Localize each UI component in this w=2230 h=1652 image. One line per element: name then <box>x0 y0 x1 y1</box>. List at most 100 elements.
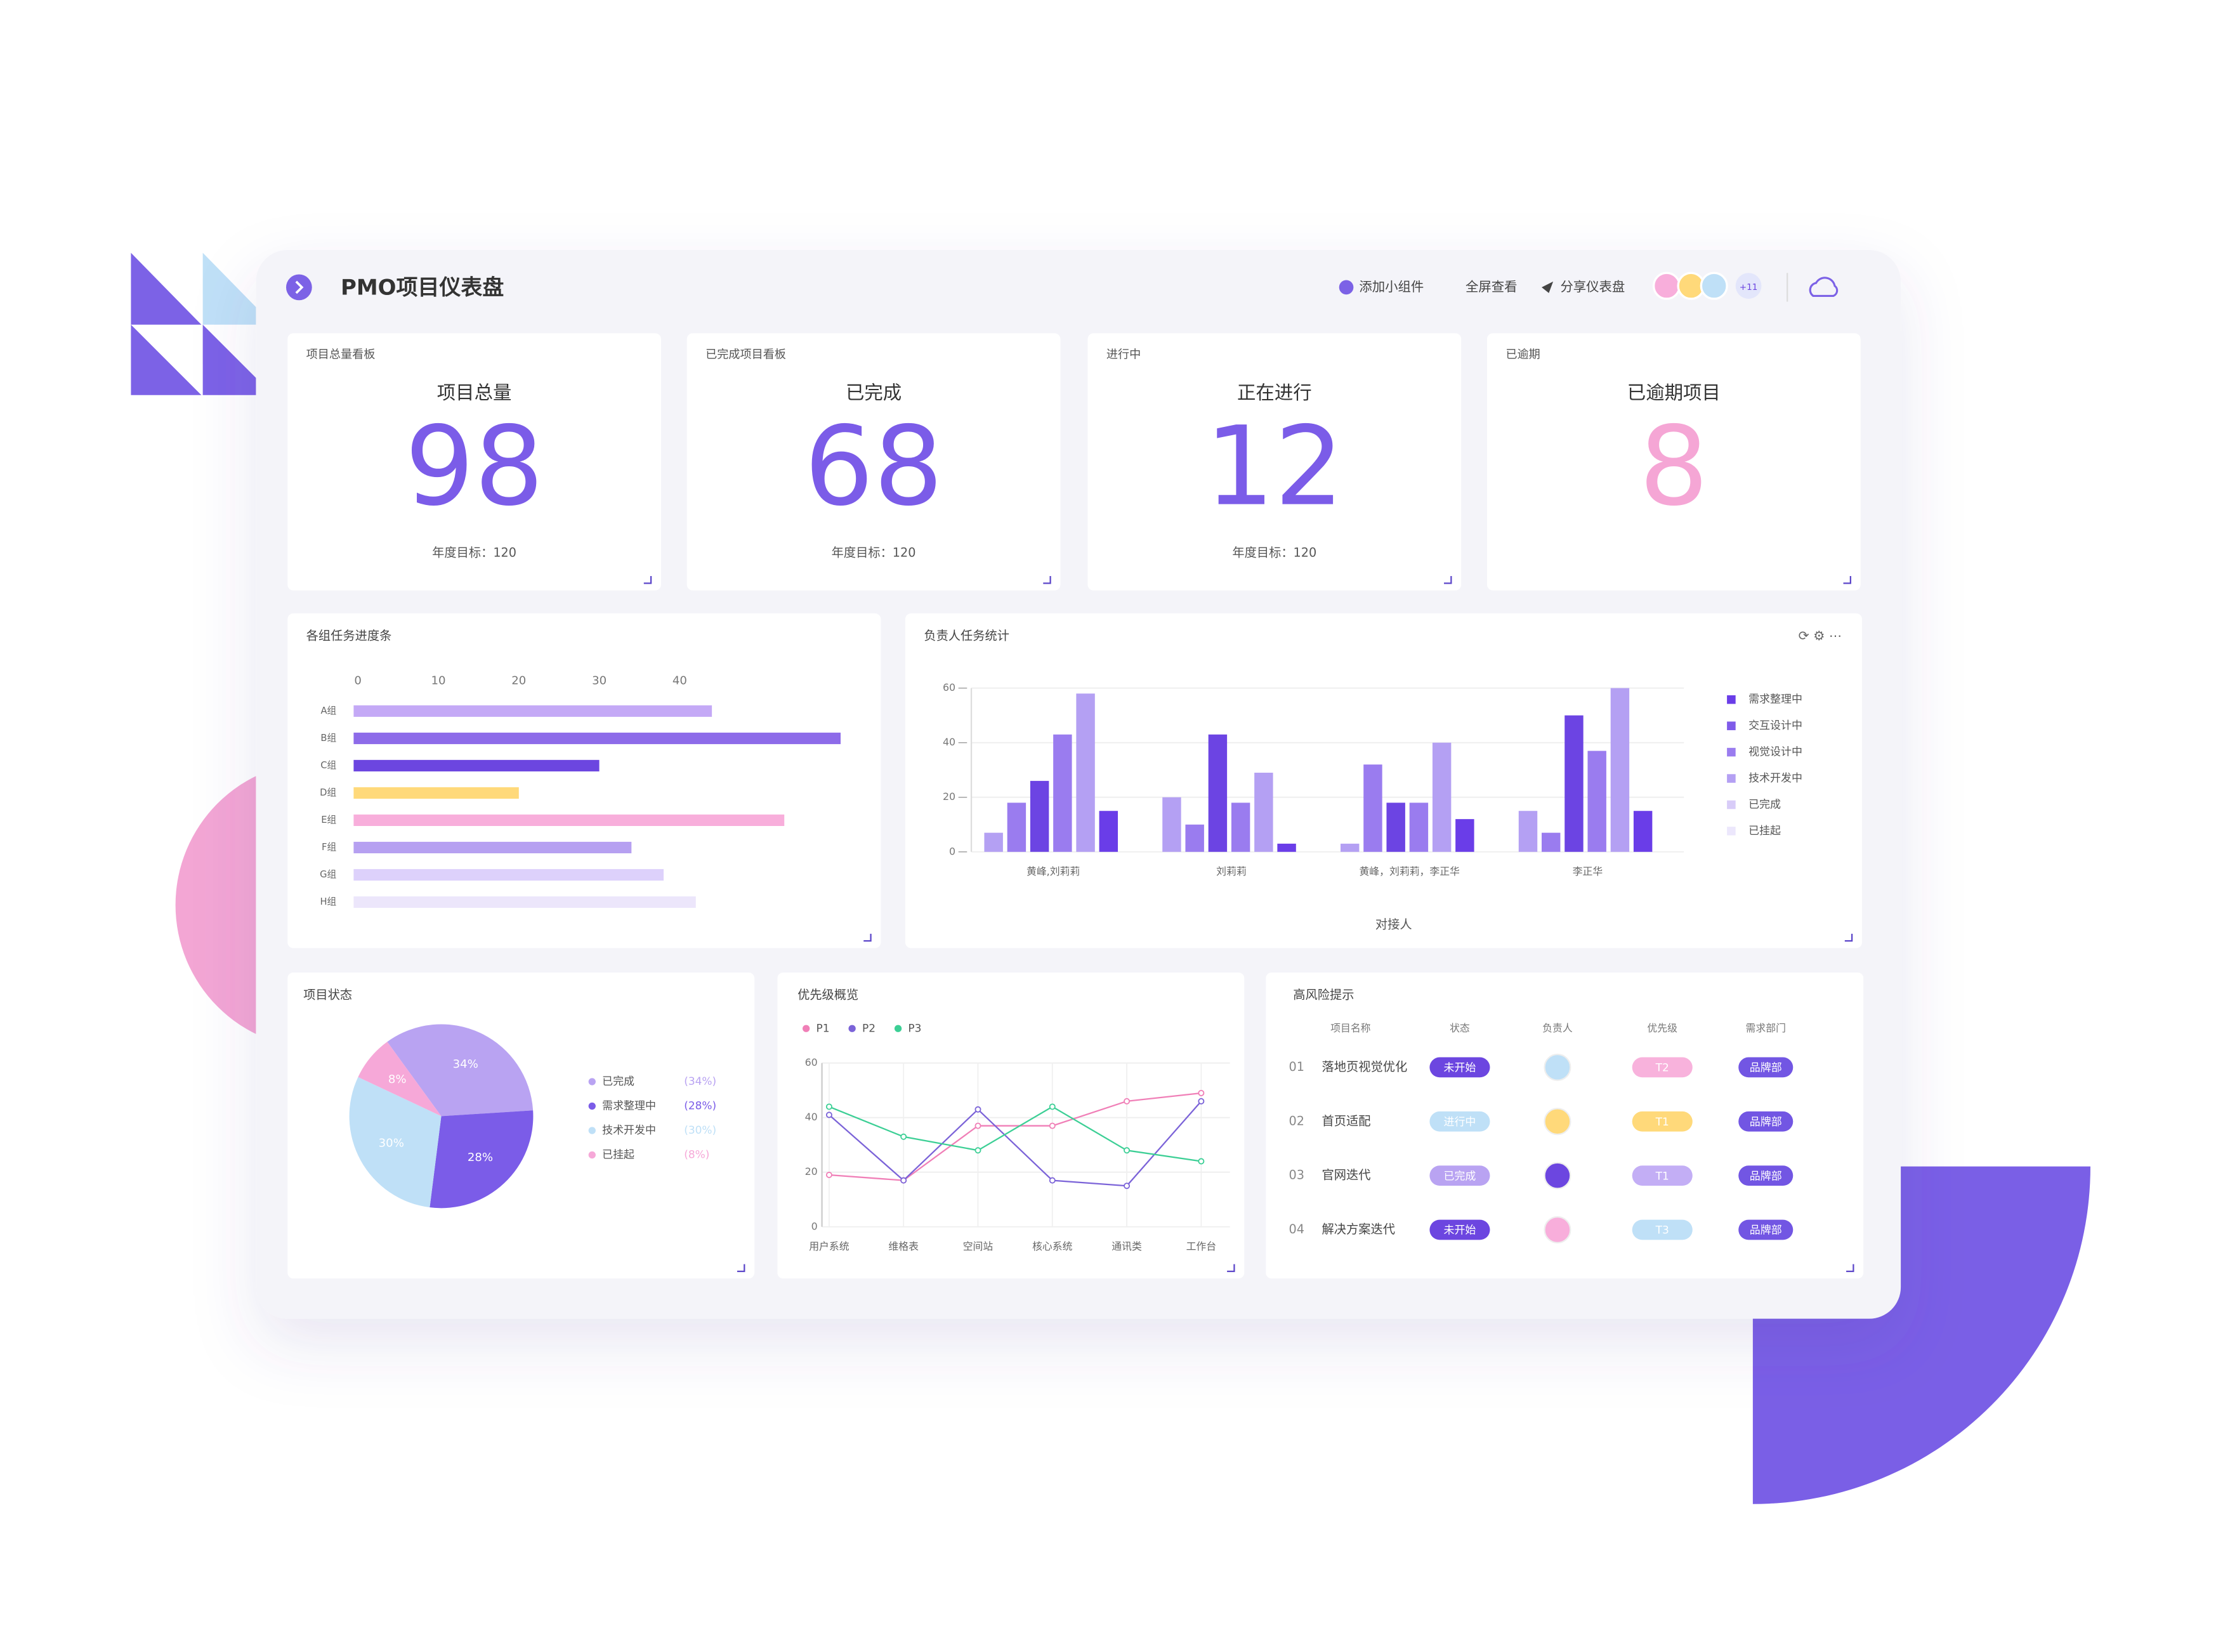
kpi-value: 8 <box>1639 403 1709 530</box>
bar <box>1542 832 1561 852</box>
point <box>900 1177 907 1184</box>
y-tick-label: 60 <box>805 1056 818 1068</box>
kpi-title: 已逾期项目 <box>1627 382 1721 403</box>
project-name: 落地页视觉优化 <box>1322 1059 1408 1074</box>
point <box>974 1147 981 1154</box>
share[interactable]: 分享仪表盘 <box>1560 279 1625 294</box>
table-header: 项目名称 <box>1330 1022 1371 1034</box>
bar <box>353 732 841 744</box>
tag-label: 已完成 <box>1443 1170 1476 1183</box>
bar <box>1518 811 1538 852</box>
pie-slice <box>387 1024 534 1117</box>
tag <box>1632 1219 1693 1240</box>
tag <box>1632 1165 1693 1186</box>
y-tick-label: 40 <box>943 736 955 748</box>
fullscreen[interactable]: 全屏查看 <box>1466 279 1517 294</box>
kpi-title: 已完成 <box>846 382 902 403</box>
card <box>1486 333 1861 591</box>
legend-label: P2 <box>862 1022 876 1035</box>
bar <box>1610 688 1630 852</box>
project-name: 解决方案迭代 <box>1322 1222 1395 1236</box>
sync-icon[interactable] <box>1809 277 1839 298</box>
legend-swatch <box>1727 800 1736 810</box>
x-tick-label: 黄峰,刘莉莉 <box>1026 865 1080 877</box>
legend-swatch <box>588 1102 596 1110</box>
table-header: 状态 <box>1450 1022 1470 1034</box>
kpi-target: 年度目标：120 <box>432 545 516 560</box>
tag-label: 品牌部 <box>1750 1170 1782 1183</box>
tag <box>1632 1057 1693 1078</box>
x-tick-label: 20 <box>511 674 526 687</box>
card-title: 负责人任务统计 <box>924 629 1009 643</box>
bar <box>1363 764 1382 852</box>
card-title: 各组任务进度条 <box>306 629 392 643</box>
legend-label: 已完成 <box>1748 798 1781 811</box>
y-tick-label: A组 <box>320 705 336 716</box>
legend-label: 已挂起 <box>602 1149 634 1162</box>
tag <box>1429 1219 1490 1240</box>
tag <box>1429 1111 1490 1132</box>
bar <box>353 869 664 881</box>
kpi-title: 正在进行 <box>1237 382 1312 403</box>
kpi-target: 年度目标：120 <box>832 545 916 560</box>
bar <box>1007 803 1026 852</box>
bar <box>353 814 785 826</box>
legend-swatch <box>1727 695 1736 704</box>
tag <box>1632 1111 1693 1132</box>
resize-handle <box>1227 1264 1235 1273</box>
bar <box>1277 843 1296 852</box>
resize-handle <box>1844 933 1853 942</box>
y-tick-label: F组 <box>322 842 336 853</box>
bar <box>984 832 1003 852</box>
y-tick-label: H组 <box>320 896 336 907</box>
legend-label: 已完成 <box>602 1075 634 1088</box>
point <box>825 1111 832 1118</box>
resize-handle <box>863 933 872 942</box>
collapse-button[interactable] <box>285 274 312 301</box>
tag-label: 品牌部 <box>1750 1062 1782 1075</box>
tag <box>1738 1165 1794 1186</box>
point <box>1124 1098 1131 1105</box>
legend-swatch <box>1727 827 1736 836</box>
legend-swatch <box>1727 774 1736 783</box>
line-series <box>829 1106 1202 1162</box>
line-series <box>829 1092 1202 1181</box>
bar <box>1231 803 1250 852</box>
x-tick-label: 核心系统 <box>1032 1240 1073 1252</box>
x-tick-label: 通讯类 <box>1112 1240 1142 1252</box>
legend-label: P3 <box>908 1022 921 1035</box>
y-tick-label: E组 <box>321 815 336 825</box>
bar <box>1185 824 1204 852</box>
project-name: 首页适配 <box>1322 1113 1371 1128</box>
row-number: 02 <box>1289 1113 1304 1128</box>
bar <box>1030 780 1049 852</box>
x-tick-label: 0 <box>354 674 362 687</box>
member-count[interactable]: +11 <box>1740 282 1758 292</box>
tag-label: 品牌部 <box>1750 1116 1782 1129</box>
point <box>974 1122 981 1129</box>
legend-label: 已挂起 <box>1748 825 1781 837</box>
card <box>1087 333 1462 591</box>
x-tick-label: 李正华 <box>1573 865 1603 877</box>
point <box>1049 1177 1056 1184</box>
point <box>825 1103 832 1110</box>
tag <box>1738 1057 1794 1078</box>
x-tick-label: 刘莉莉 <box>1216 865 1247 877</box>
kpi-tag: 进行中 <box>1106 348 1141 361</box>
y-tick-label: B组 <box>320 733 336 744</box>
y-tick-label: C组 <box>320 760 336 771</box>
legend-label: P1 <box>817 1022 830 1035</box>
bar <box>1386 803 1405 852</box>
bar <box>353 705 712 717</box>
bar <box>1162 797 1181 852</box>
row-number: 03 <box>1289 1168 1304 1183</box>
kpi-value: 12 <box>1205 403 1344 530</box>
bar <box>1053 734 1072 852</box>
bar <box>353 787 519 799</box>
add-widget[interactable]: 添加小组件 <box>1359 279 1424 294</box>
x-tick-label: 黄峰，刘莉莉，李正华 <box>1359 865 1460 877</box>
x-tick-label: 工作台 <box>1186 1240 1217 1252</box>
x-tick-label: 空间站 <box>963 1240 994 1252</box>
y-tick-label: 0 <box>811 1220 818 1232</box>
bar <box>1564 715 1584 852</box>
